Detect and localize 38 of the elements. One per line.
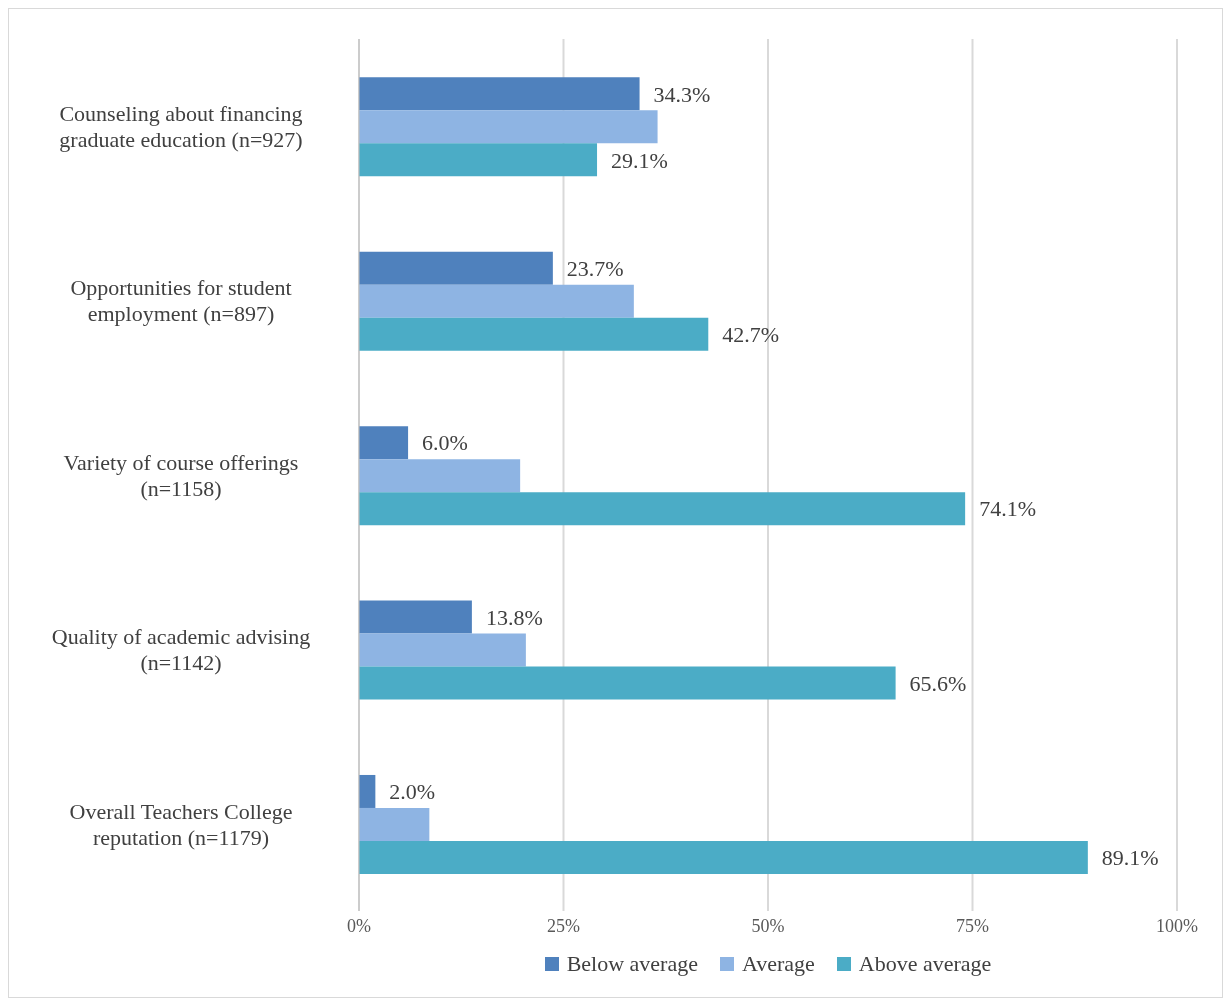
- bar: [359, 807, 430, 841]
- bar: [359, 459, 521, 493]
- data-label: 6.0%: [422, 430, 468, 456]
- bar: [359, 251, 553, 285]
- legend-label: Above average: [858, 951, 992, 977]
- data-label: 2.0%: [389, 779, 436, 805]
- legend-label: Below average: [566, 951, 698, 977]
- data-label: 42.7%: [722, 322, 780, 348]
- bar: [359, 492, 966, 526]
- bar: [359, 110, 658, 144]
- bar: [359, 633, 526, 667]
- x-tick-label: 100%: [1156, 915, 1198, 936]
- data-label: 34.3%: [653, 81, 711, 107]
- bar: [359, 840, 1088, 874]
- data-label: 13.8%: [485, 604, 543, 630]
- x-tick-label: 50%: [751, 915, 785, 936]
- bar: [359, 317, 709, 351]
- y-tick-label: Counseling about financing graduate education (n=927): [59, 100, 303, 152]
- legend-label: Average: [741, 951, 815, 977]
- bar: [359, 426, 409, 460]
- bar: [359, 284, 634, 318]
- y-tick-label: Variety of course offerings (n=1158): [63, 449, 299, 501]
- data-label: 65.6%: [909, 670, 967, 696]
- bar: [359, 77, 640, 111]
- data-label: 29.1%: [611, 147, 668, 173]
- y-tick-label: Quality of academic advising (n=1142): [51, 624, 311, 676]
- bar: [359, 600, 472, 634]
- x-tick-label: 25%: [547, 915, 580, 936]
- data-label: 74.1%: [979, 496, 1036, 522]
- data-label: 23.7%: [566, 256, 624, 282]
- bar: [359, 143, 598, 177]
- data-label: 89.1%: [1101, 845, 1159, 871]
- y-tick-label: Overall Teachers College reputation (n=1179): [69, 798, 293, 850]
- x-tick-label: 75%: [956, 915, 989, 936]
- bar: [359, 774, 376, 808]
- x-tick-label: 0%: [347, 915, 371, 936]
- y-tick-label: Opportunities for student employment (n=897): [70, 275, 292, 327]
- bar: [359, 666, 896, 700]
